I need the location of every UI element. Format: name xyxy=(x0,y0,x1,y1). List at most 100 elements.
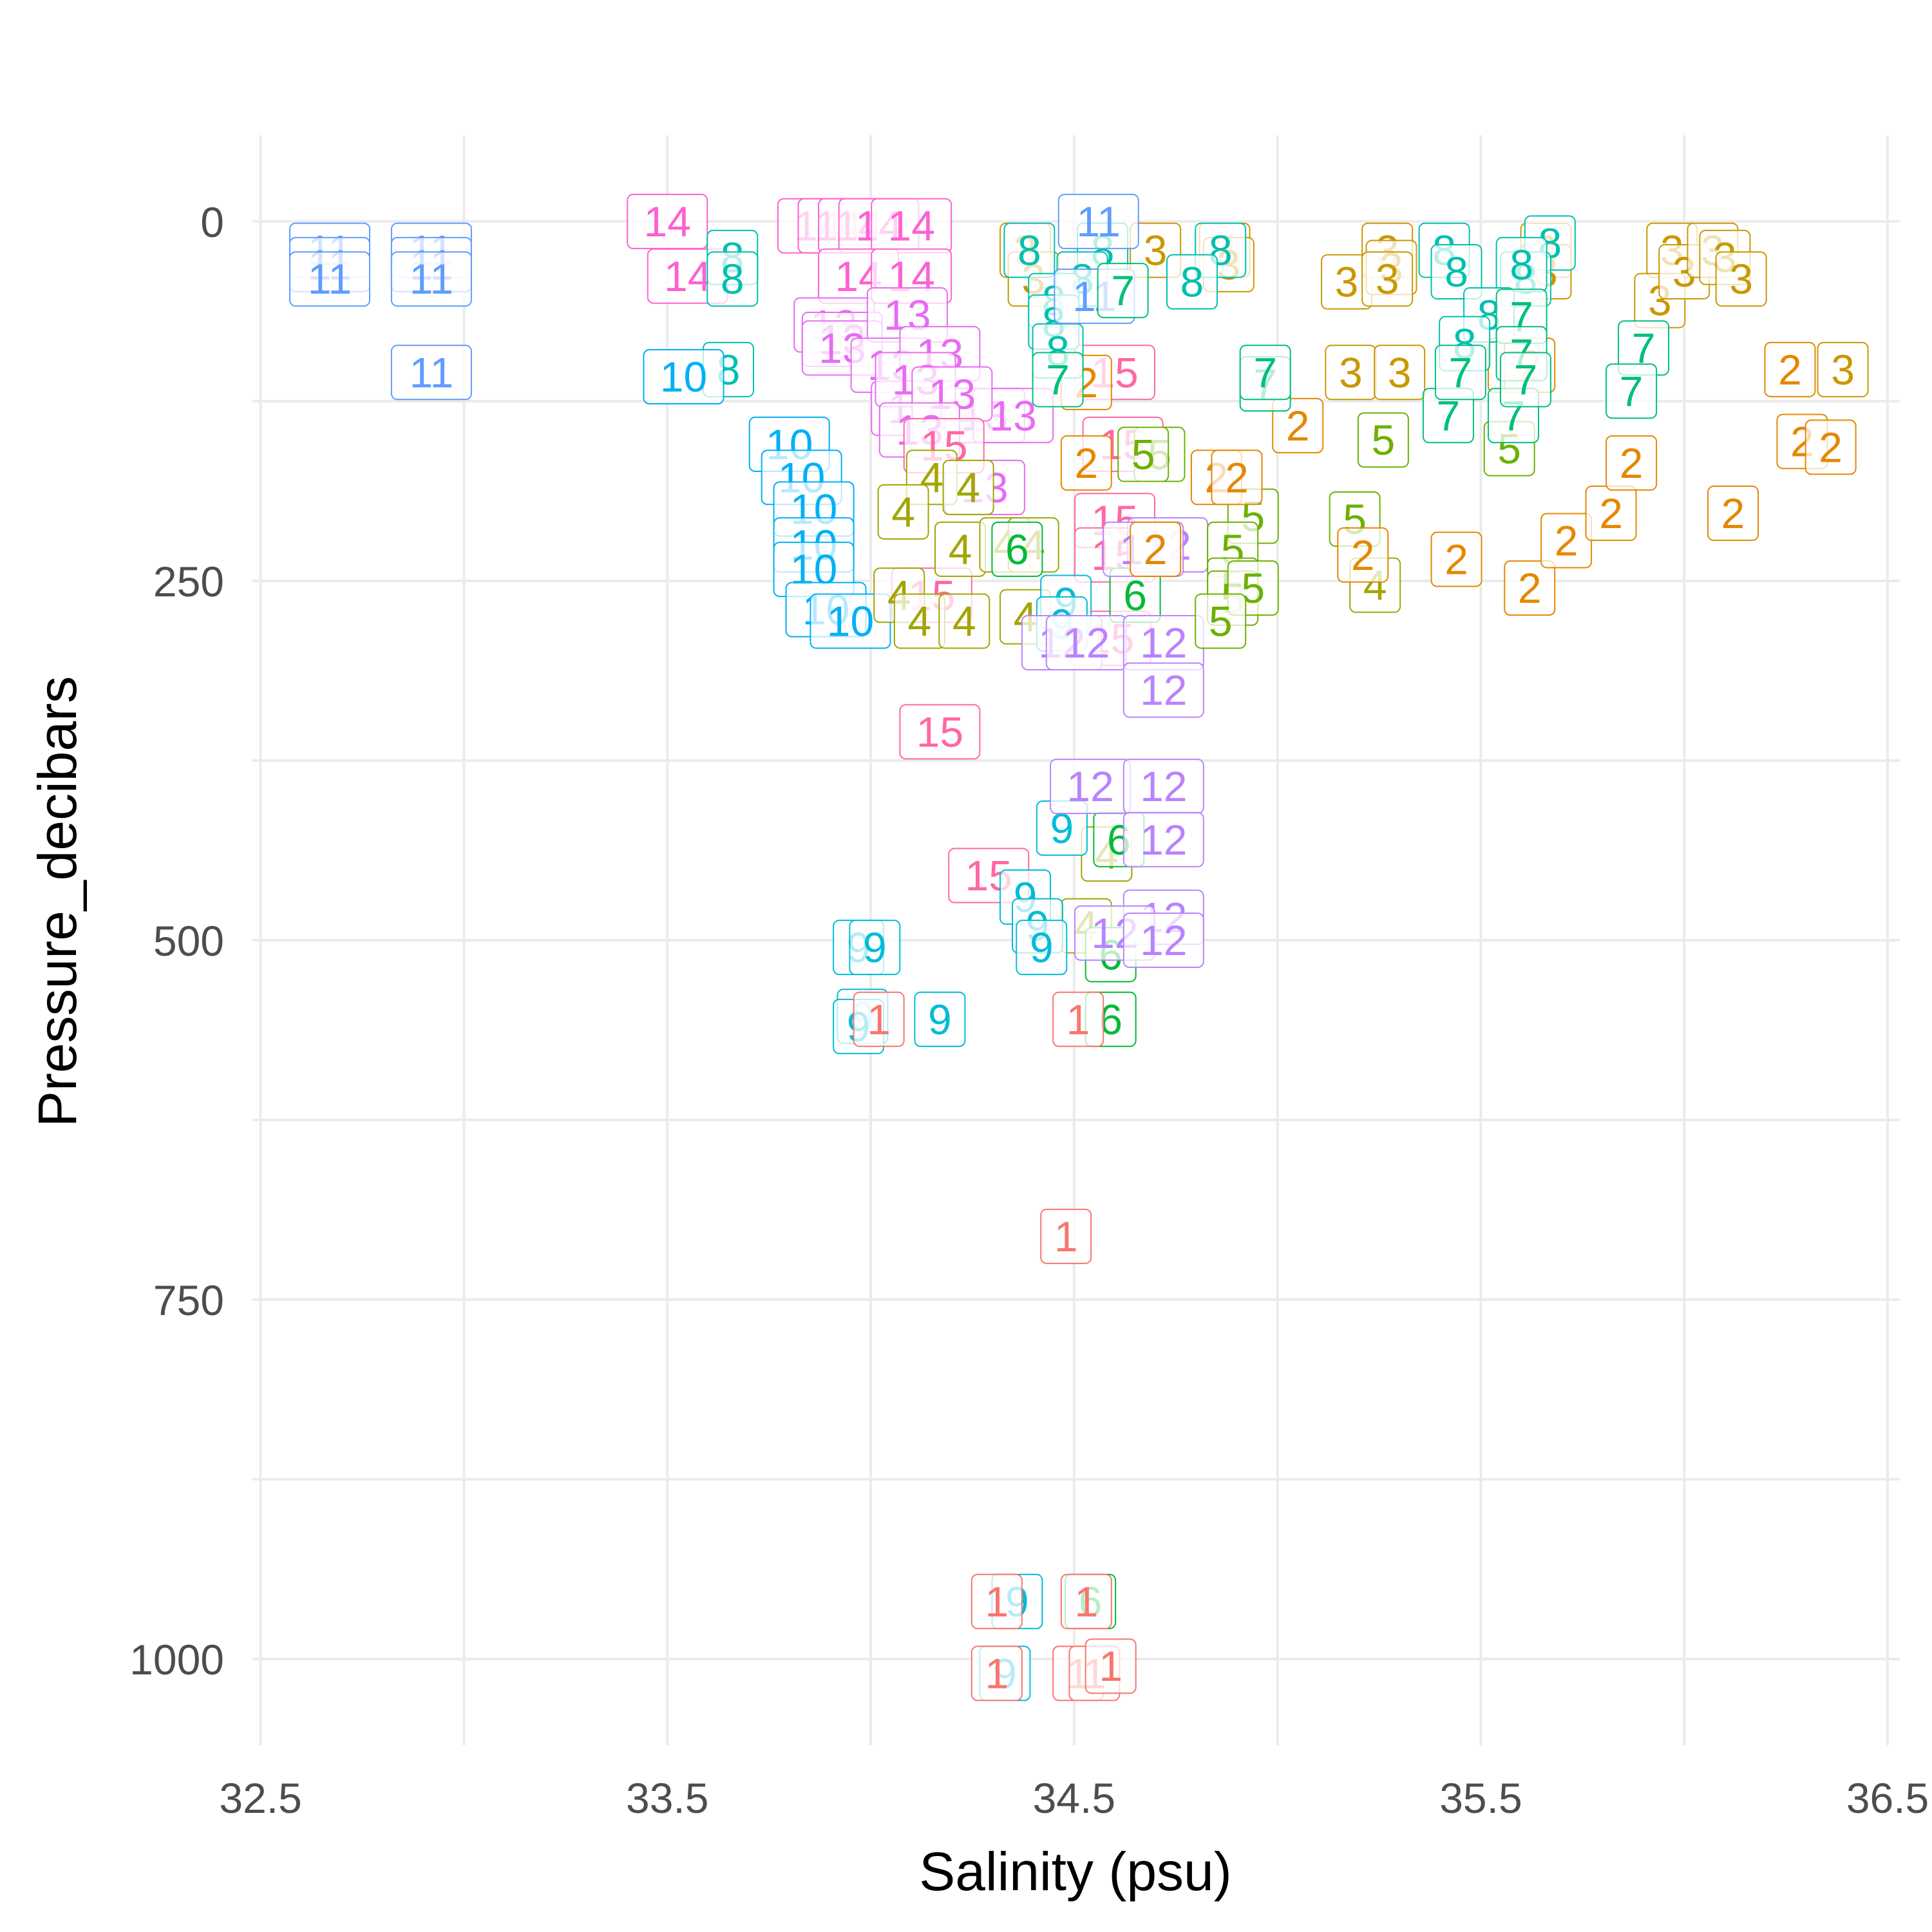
point-label-box: 7 xyxy=(1239,345,1291,401)
point-label-box: 9 xyxy=(914,991,966,1047)
point-box xyxy=(1122,913,1204,968)
point-label-box: 5 xyxy=(1117,426,1170,482)
point-station-label: 12 xyxy=(1063,619,1110,667)
point-station-label: 5 xyxy=(1132,431,1155,478)
point-label-box: 4 xyxy=(942,459,994,515)
point-label-box: 4 xyxy=(938,593,990,649)
point-label-box: 3 xyxy=(1817,341,1869,397)
point-label-box: 3 xyxy=(1715,251,1767,307)
point-station-label: 2 xyxy=(1144,526,1168,573)
point-box xyxy=(643,349,724,404)
point-label-box: 10 xyxy=(810,593,891,649)
point-label-box: 9 xyxy=(1016,920,1068,976)
point-station-label: 7 xyxy=(1253,348,1277,396)
point-label-box: 12 xyxy=(1122,662,1204,718)
point-box xyxy=(1337,527,1389,583)
point-label-box: 15 xyxy=(899,704,981,760)
y-tick-label: 500 xyxy=(153,917,224,965)
point-label-box: 11 xyxy=(390,345,472,401)
point-station-label: 11 xyxy=(410,348,454,396)
point-station-label: 2 xyxy=(1225,453,1249,501)
point-station-label: 8 xyxy=(721,255,744,303)
point-label-box: 2 xyxy=(1764,341,1816,397)
point-box xyxy=(289,251,371,307)
point-label-box: 9 xyxy=(849,920,901,976)
point-station-label: 9 xyxy=(928,996,952,1043)
point-station-label: 2 xyxy=(1599,489,1623,537)
point-station-label: 2 xyxy=(1351,531,1375,579)
point-label-box: 12 xyxy=(1122,811,1204,867)
point-station-label: 12 xyxy=(1066,762,1113,810)
point-label-box: 13 xyxy=(972,388,1054,444)
point-station-label: 8 xyxy=(1018,227,1041,274)
point-box xyxy=(1122,811,1204,867)
point-station-label: 7 xyxy=(1046,355,1070,403)
point-station-label: 7 xyxy=(1514,355,1538,403)
point-box xyxy=(853,991,905,1047)
point-station-label: 6 xyxy=(1123,571,1147,619)
point-label-box: 2 xyxy=(1130,521,1182,577)
point-station-label: 7 xyxy=(1620,367,1643,415)
x-tick-label: 36.5 xyxy=(1846,1774,1929,1822)
point-station-label: 2 xyxy=(1819,423,1842,471)
point-box xyxy=(914,991,966,1047)
y-axis-title: Pressure_decibars xyxy=(27,676,88,1127)
point-station-label: 2 xyxy=(1555,516,1578,564)
point-box xyxy=(1804,419,1857,475)
point-box xyxy=(1764,341,1816,397)
point-station-label: 12 xyxy=(1140,762,1187,810)
point-label-box: 14 xyxy=(627,193,708,249)
x-tick-label: 35.5 xyxy=(1439,1774,1522,1822)
point-station-label: 1 xyxy=(1099,1642,1122,1690)
point-label-box: 12 xyxy=(1122,614,1204,670)
x-tick-label: 33.5 xyxy=(626,1774,708,1822)
point-label-box: 8 xyxy=(1495,236,1548,292)
point-box xyxy=(706,251,759,307)
point-box xyxy=(390,251,472,307)
point-label-box: 11 xyxy=(1057,193,1139,249)
point-box xyxy=(1272,397,1324,453)
point-station-label: 9 xyxy=(1030,923,1054,971)
point-box xyxy=(1715,251,1767,307)
point-station-label: 3 xyxy=(1729,255,1753,303)
point-station-label: 2 xyxy=(1721,489,1745,537)
point-station-label: 2 xyxy=(1620,439,1643,487)
point-box xyxy=(1052,991,1104,1047)
point-station-label: 14 xyxy=(644,198,691,245)
y-tick-label: 0 xyxy=(200,198,224,246)
point-station-label: 12 xyxy=(1140,667,1187,714)
point-station-label: 3 xyxy=(1388,348,1412,396)
point-box xyxy=(1605,435,1658,491)
point-station-label: 9 xyxy=(863,923,887,971)
point-station-label: 4 xyxy=(949,526,972,573)
point-station-label: 1 xyxy=(1066,996,1090,1043)
point-station-label: 12 xyxy=(1140,619,1187,667)
point-label-box: 4 xyxy=(877,484,929,540)
point-label-box: 8 xyxy=(1003,222,1056,278)
x-tick-label: 32.5 xyxy=(219,1774,301,1822)
point-station-label: 14 xyxy=(664,252,711,300)
point-label-box: 2 xyxy=(1804,419,1857,475)
point-box xyxy=(1040,1208,1092,1264)
point-station-label: 2 xyxy=(1778,346,1802,393)
point-station-label: 12 xyxy=(1140,916,1187,964)
point-box xyxy=(1430,531,1482,587)
point-label-box: 1 xyxy=(1040,1208,1092,1264)
point-label-box: 7 xyxy=(1097,263,1149,319)
point-box xyxy=(877,484,929,540)
point-box xyxy=(1430,244,1482,300)
point-box xyxy=(849,920,901,976)
point-label-box: 7 xyxy=(1605,363,1658,419)
point-label-box: 2 xyxy=(1540,513,1593,569)
y-tick-label: 1000 xyxy=(129,1636,224,1683)
point-station-label: 15 xyxy=(916,708,963,755)
point-box xyxy=(1060,1573,1112,1629)
point-label-box: 4 xyxy=(893,593,945,649)
point-label-box: 7 xyxy=(1032,352,1084,408)
point-station-label: 1 xyxy=(985,1578,1009,1625)
point-station-label: 1 xyxy=(867,996,891,1043)
point-label-box: 10 xyxy=(643,349,724,404)
point-station-label: 2 xyxy=(1444,535,1468,583)
point-box xyxy=(1195,593,1247,649)
point-box xyxy=(1211,450,1263,506)
